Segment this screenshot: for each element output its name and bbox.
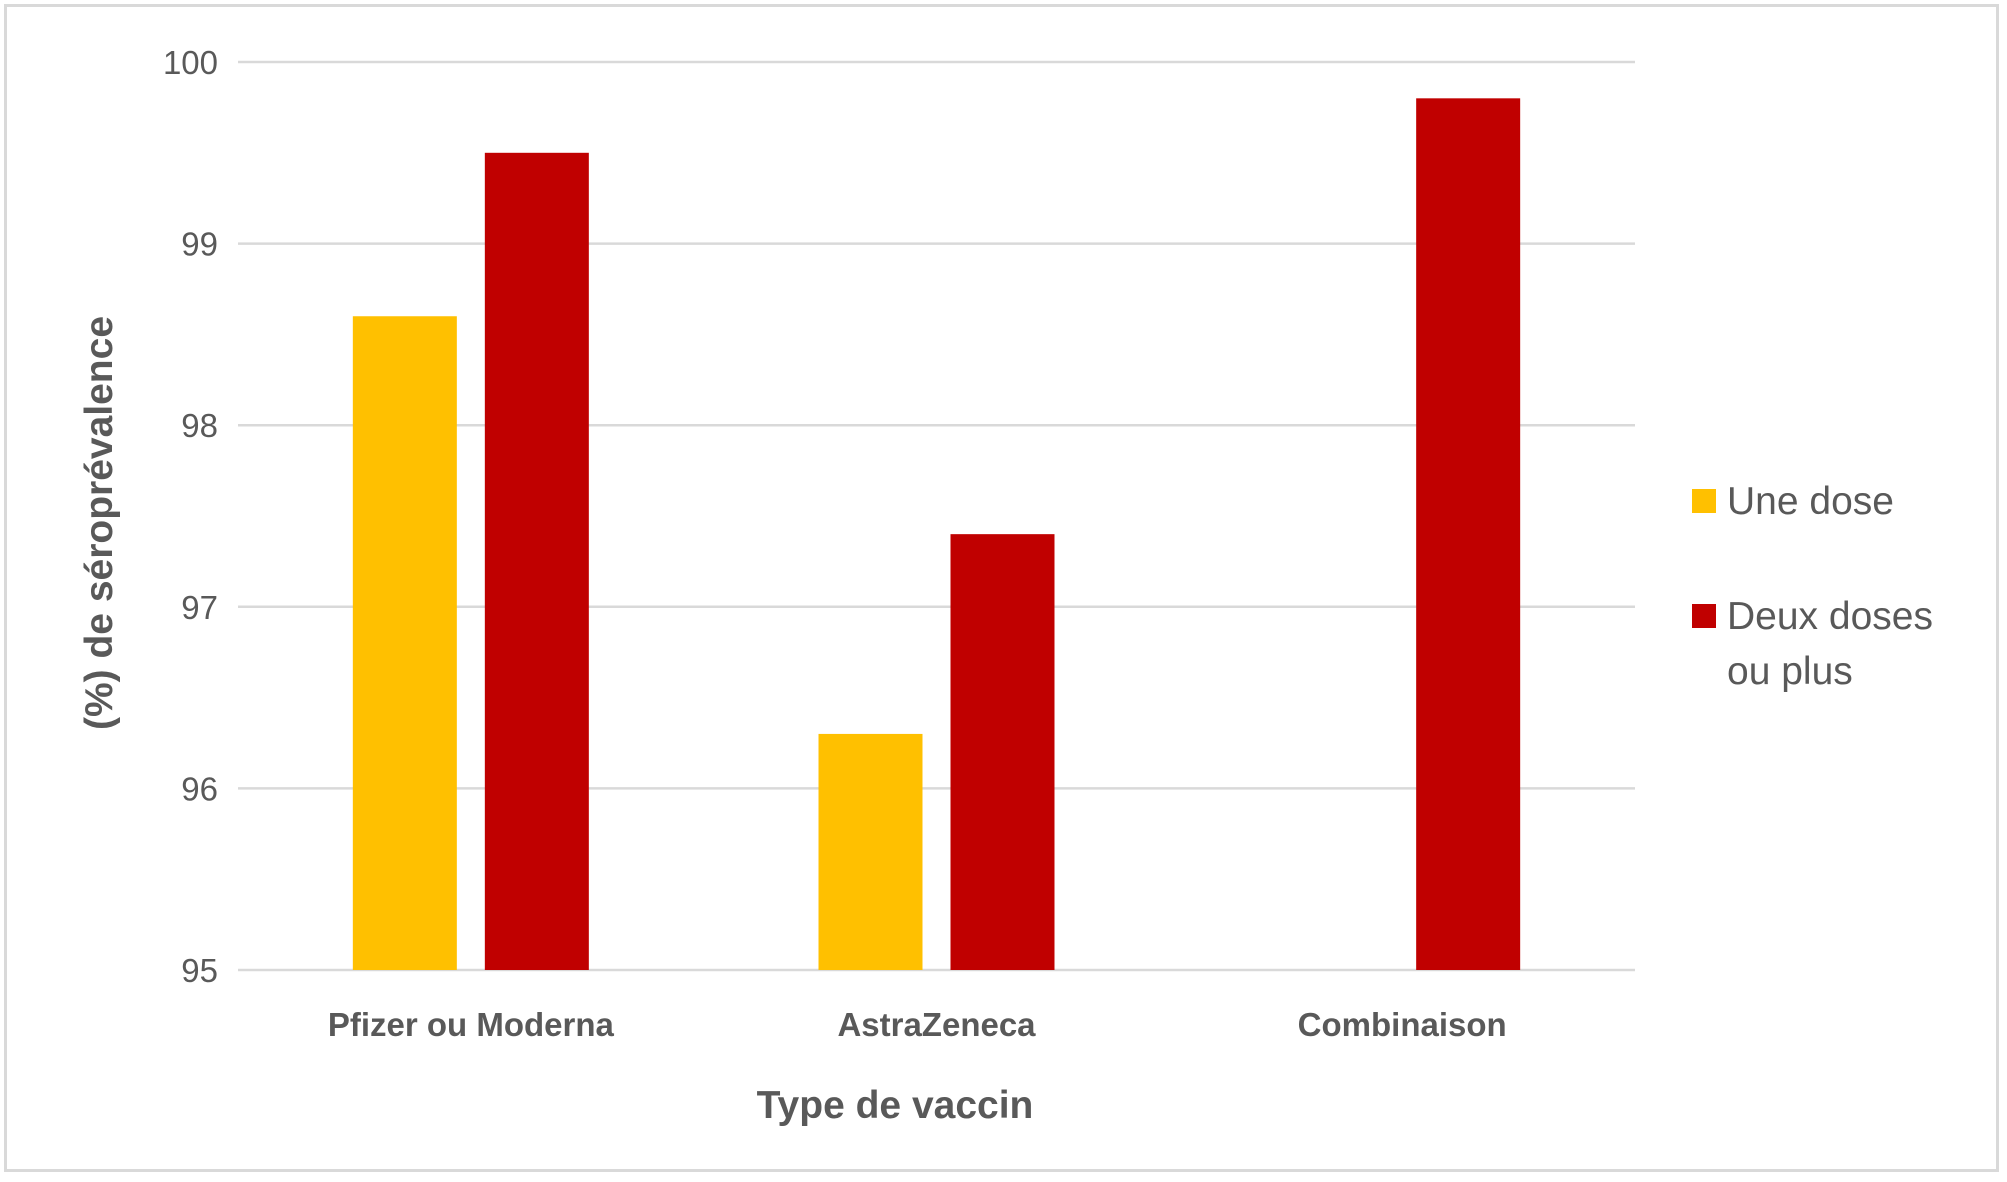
y-axis-ticks: 95 96 97 98 99 100 [163,44,218,989]
y-tick-label: 96 [181,770,218,807]
bar [484,152,589,971]
x-axis-title: Type de vaccin [757,1084,1034,1127]
y-tick-label: 98 [181,407,218,444]
x-category-label: Combinaison [1298,1006,1507,1043]
y-axis-title: (%) de séroprévalence [78,316,121,730]
bar [950,534,1055,970]
gridlines [238,60,1635,972]
y-tick-label: 97 [181,589,218,626]
bar [1416,98,1521,970]
x-category-label: AstraZeneca [837,1006,1036,1043]
y-tick-label: 99 [181,226,218,263]
legend-label: ou plus [1727,650,1853,693]
bars [352,98,1521,971]
y-tick-label: 100 [163,44,218,81]
bar [818,733,923,970]
legend-swatch [1692,604,1716,628]
legend-label: Deux doses [1727,595,1933,638]
legend: Une dose Deux doses ou plus [1692,480,1933,693]
bar [352,316,457,970]
x-axis-categories: Pfizer ou Moderna AstraZeneca Combinaison [328,1006,1507,1043]
legend-label: Une dose [1727,480,1894,523]
x-category-label: Pfizer ou Moderna [328,1006,615,1043]
y-tick-label: 95 [181,952,218,989]
legend-swatch [1692,489,1716,513]
